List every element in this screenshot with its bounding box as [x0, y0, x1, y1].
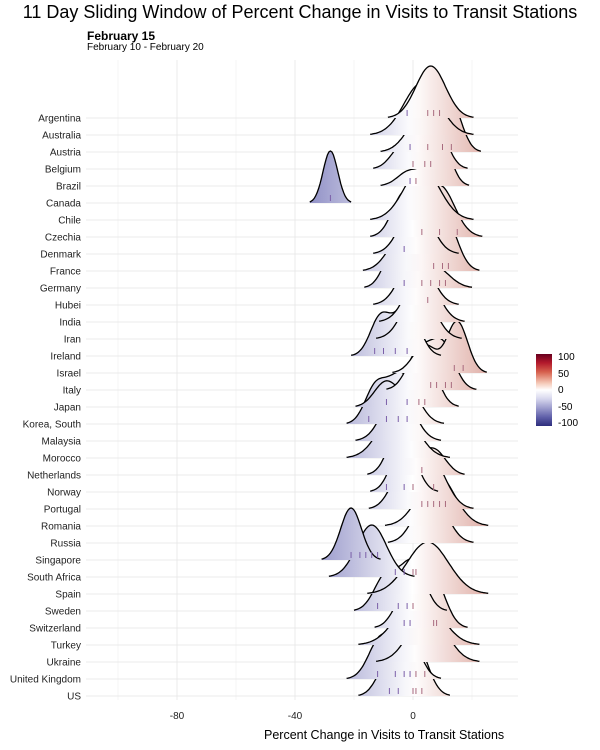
ridge-outline	[321, 507, 381, 560]
y-tick-label: Malaysia	[42, 437, 82, 448]
legend-tick-label: 50	[558, 368, 570, 380]
ridge-outline	[328, 524, 415, 577]
x-tick-label: -80	[170, 711, 185, 722]
y-tick-label: Czechia	[45, 233, 82, 244]
y-tick-label: US	[67, 692, 81, 703]
y-tick-label: Belgium	[45, 165, 81, 176]
chart-title: 11 Day Sliding Window of Percent Change …	[22, 2, 578, 22]
ridge-fill	[367, 542, 489, 594]
legend-tick-label: 100	[558, 352, 575, 363]
ridge-fill	[370, 168, 474, 220]
ridge-canada	[309, 150, 352, 203]
y-tick-label: Singapore	[35, 556, 81, 567]
x-axis-label: Percent Change in Visits to Transit Stat…	[264, 728, 505, 742]
y-tick-label: Hubei	[55, 301, 81, 312]
y-tick-label: Japan	[54, 403, 81, 414]
ridge-outline	[353, 558, 448, 611]
y-tick-label: Australia	[42, 131, 81, 142]
ridge-fill	[328, 525, 415, 577]
y-tick-label: France	[50, 267, 82, 278]
y-tick-label: Portugal	[44, 505, 81, 516]
ridge-fill	[387, 66, 474, 118]
chart-caption: February 10 - February 20	[87, 42, 204, 53]
y-tick-label: Brazil	[56, 182, 81, 193]
y-tick-label: Romania	[41, 522, 81, 533]
y-tick-label: Argentina	[38, 114, 81, 125]
y-tick-label: Morocco	[43, 454, 82, 465]
legend-tick-label: -50	[558, 401, 573, 413]
y-tick-label: Switzerland	[29, 624, 81, 635]
ridge-outline	[309, 150, 352, 203]
ridge-argentina	[387, 65, 474, 118]
y-axis-labels: US United Kingdom Ukraine Turkey Switzerland…	[10, 114, 82, 703]
ridge-outline	[392, 320, 487, 374]
ridge-fill	[309, 151, 352, 203]
y-tick-label: Iran	[64, 335, 81, 346]
y-tick-label: Turkey	[51, 641, 81, 652]
ridges	[309, 65, 489, 696]
y-tick-label: Sweden	[45, 607, 81, 618]
ridge-south-africa	[328, 524, 417, 577]
y-tick-label: Israel	[57, 369, 81, 380]
x-axis-ticks: -80 -40 0	[170, 711, 416, 722]
ridge-outline	[386, 337, 477, 390]
y-tick-label: Ireland	[50, 352, 81, 363]
y-tick-label: Ukraine	[47, 658, 82, 669]
ridge-singapore	[321, 507, 381, 560]
y-tick-label: Denmark	[40, 250, 82, 261]
ridge-israel	[392, 320, 487, 374]
legend-gradient-bar	[536, 354, 552, 426]
y-tick-label: Chile	[58, 216, 81, 227]
y-tick-label: Norway	[47, 488, 81, 499]
x-tick-label: 0	[410, 711, 416, 722]
y-tick-label: Russia	[50, 539, 81, 550]
ridge-outline	[387, 65, 474, 118]
x-tick-label: -40	[288, 711, 303, 722]
y-tick-label: Korea, South	[23, 420, 81, 431]
chart-subtitle: February 15	[87, 29, 156, 43]
y-tick-label: Germany	[40, 284, 81, 295]
legend-tick-label: -100	[558, 418, 579, 429]
y-tick-label: Spain	[55, 590, 81, 601]
y-tick-label: Netherlands	[27, 471, 81, 482]
legend-tick-label: 0	[558, 385, 564, 396]
y-tick-label: India	[59, 318, 81, 329]
ridge-fill	[392, 321, 487, 373]
ridge-fill	[321, 508, 381, 560]
y-tick-label: Canada	[46, 199, 81, 210]
y-tick-label: Austria	[50, 148, 82, 159]
y-tick-label: South Africa	[27, 573, 81, 584]
y-tick-label: Italy	[63, 386, 81, 397]
y-tick-label: United Kingdom	[10, 675, 81, 686]
